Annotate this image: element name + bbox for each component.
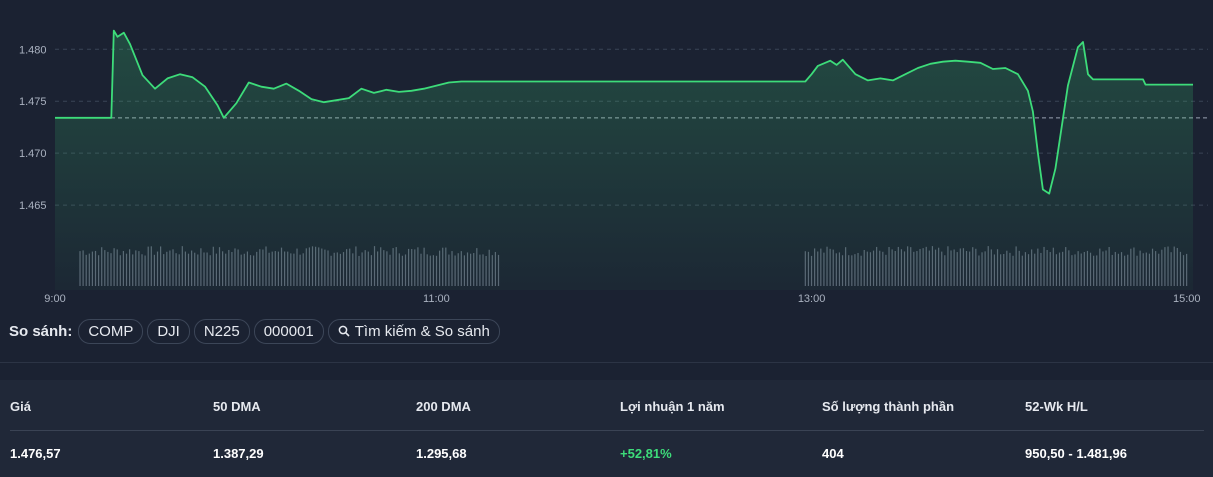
x-tick-label: 15:00 <box>1173 293 1201 305</box>
y-tick-label: 1.480 <box>19 44 47 56</box>
compare-label: So sánh: <box>9 322 73 340</box>
stats-table: Giá 50 DMA 200 DMA Lợi nhuận 1 năm Số lư… <box>0 380 1213 477</box>
stats-header-1y-return: Lợi nhuận 1 năm <box>620 399 725 414</box>
price-line <box>55 29 1193 195</box>
stats-header-constituents: Số lượng thành phần <box>822 399 955 414</box>
y-tick-label: 1.470 <box>19 148 47 160</box>
compare-chip-000001[interactable]: 000001 <box>253 318 324 344</box>
compare-chip-n225[interactable]: N225 <box>193 318 250 344</box>
compare-chip-comp[interactable]: COMP <box>78 318 144 344</box>
stats-header-price: Giá <box>10 399 31 414</box>
compare-bar: So sánh: COMP DJI N225 000001 Tìm kiếm &… <box>9 318 500 344</box>
stats-value-50dma: 1.387,29 <box>213 446 264 461</box>
intraday-chart[interactable]: 1.480 1.475 1.470 1.465 9:00 11:00 13:00 15:00 <box>0 0 1213 310</box>
search-compare-label: Tìm kiếm & So sánh <box>354 322 490 340</box>
x-tick-label: 13:00 <box>798 293 826 305</box>
stats-rule <box>10 430 1204 431</box>
stats-header-200dma: 200 DMA <box>416 399 471 414</box>
x-tick-label: 9:00 <box>44 293 65 305</box>
stats-header-52wk: 52-Wk H/L <box>1025 399 1088 414</box>
stats-value-200dma: 1.295,68 <box>416 446 467 461</box>
stats-value-constituents: 404 <box>822 446 844 461</box>
stats-header-50dma: 50 DMA <box>213 399 261 414</box>
search-compare-button[interactable]: Tìm kiếm & So sánh <box>327 318 500 344</box>
x-tick-label: 11:00 <box>423 293 450 305</box>
stats-value-price: 1.476,57 <box>10 446 61 461</box>
compare-chip-dji[interactable]: DJI <box>147 318 190 344</box>
stats-value-1y-return: +52,81% <box>620 446 672 461</box>
search-icon <box>338 325 350 337</box>
y-tick-label: 1.475 <box>19 96 47 108</box>
chart-svg[interactable]: 1.480 1.475 1.470 1.465 9:00 11:00 13:00 15:00 <box>0 0 1213 310</box>
y-tick-label: 1.465 <box>19 200 47 212</box>
section-divider <box>0 362 1213 363</box>
stats-value-52wk: 950,50 - 1.481,96 <box>1025 446 1127 461</box>
price-area <box>55 30 1193 290</box>
